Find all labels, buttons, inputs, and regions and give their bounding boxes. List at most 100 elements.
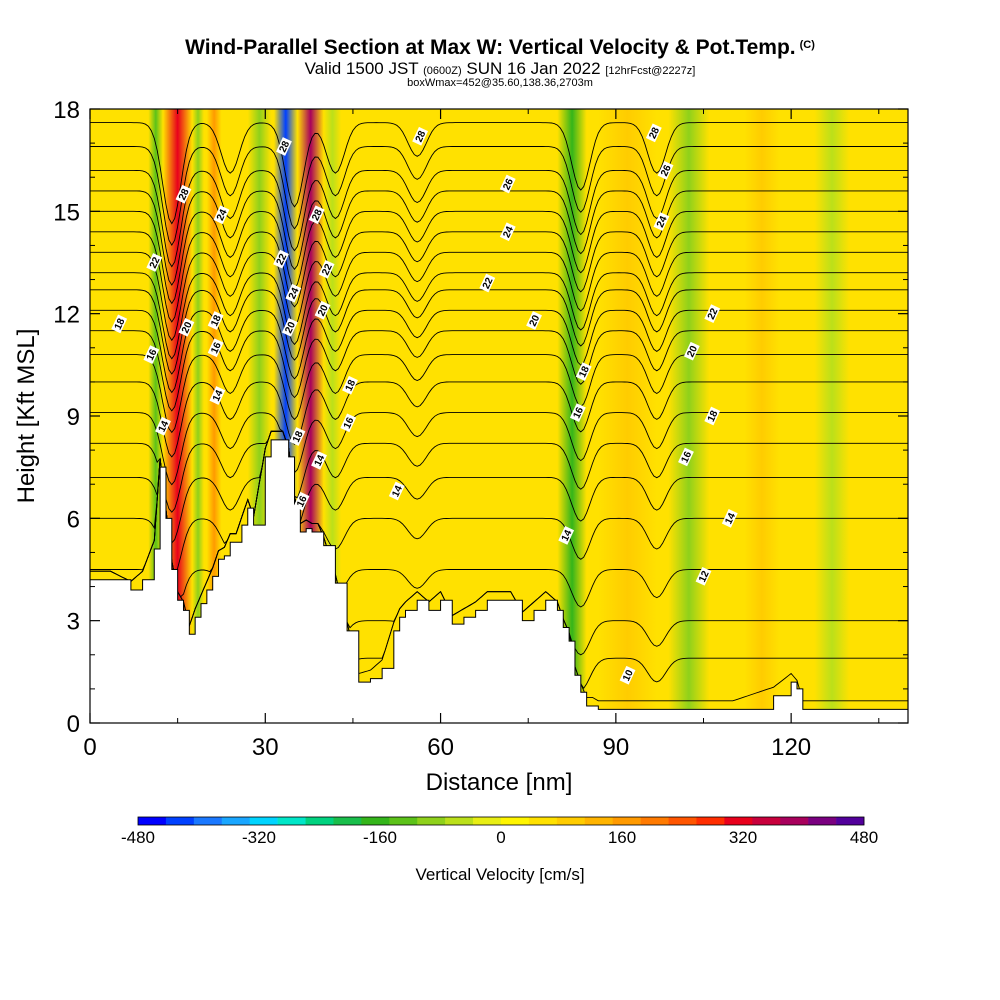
contour-label-text: 20 (180, 320, 195, 335)
colorbar-swatch (417, 817, 446, 825)
contour-label-bg (207, 338, 224, 358)
contour-label: 22 (479, 273, 496, 293)
contour-label-text: 22 (148, 255, 163, 270)
contour-label-text: 12 (697, 569, 712, 584)
contour-label-bg (314, 300, 331, 320)
colorbar-swatch (249, 817, 278, 825)
valid-time: Valid 1500 JST (304, 59, 419, 78)
theta-contour-line (90, 146, 908, 246)
contour-label-bg (213, 205, 230, 225)
contour-label: 22 (704, 304, 721, 324)
contour-label: 28 (175, 184, 192, 204)
plot-area: 28 24 22 18 20 18 16 16 14 14 28 22 24 20 18 16 28 22 20 18… (90, 109, 908, 723)
contour-label-bg (209, 386, 226, 405)
contour-label: 20 (683, 341, 700, 361)
contour-label: 28 (276, 137, 293, 156)
contour-label-text: 22 (706, 306, 721, 321)
contour-label: 20 (314, 300, 331, 320)
contour-label-text: 28 (278, 139, 293, 154)
contour-label-text: 16 (680, 450, 695, 465)
contour-label-bg (704, 304, 721, 324)
contour-label: 14 (209, 386, 226, 405)
contour-label-text: 16 (342, 415, 357, 430)
contour-label: 22 (273, 249, 289, 269)
contour-label-text: 24 (287, 286, 302, 301)
contour-label: 24 (499, 222, 516, 242)
colorbar-frame (137, 816, 865, 826)
theta-contour-line (90, 309, 908, 394)
contour-label-bg (704, 406, 721, 426)
colorbar-swatch (165, 817, 195, 825)
contour-label-text: 22 (320, 262, 335, 277)
y-tick-label: 18 (53, 97, 80, 124)
contour-label: 18 (575, 362, 592, 382)
contour-label-text: 20 (528, 313, 543, 328)
chart-title-text: Wind-Parallel Section at Max W: Vertical… (185, 36, 796, 59)
contour-label: 22 (318, 259, 335, 279)
colorbar: -480 -320 -160 0 160 320 480 (121, 816, 878, 847)
contour-label-text: 10 (621, 668, 636, 683)
contour-label-bg (308, 205, 325, 225)
contour-label-text: 16 (571, 405, 586, 420)
theta-contour-line (90, 354, 908, 434)
contour-label-text: 14 (211, 388, 226, 403)
colorbar-swatch (696, 817, 725, 825)
theta-contour-line (90, 272, 908, 360)
colorbar-swatch (361, 817, 390, 825)
contour-label: 18 (704, 406, 721, 426)
contour-label-text: 18 (209, 313, 224, 328)
contour-label: 18 (207, 311, 224, 330)
contour-label-bg (111, 314, 128, 334)
contour-label: 22 (146, 253, 163, 272)
contour-label: 26 (657, 161, 674, 180)
contour-label: 16 (340, 413, 357, 433)
contour-label-text: 20 (283, 320, 298, 335)
theta-contour-line (90, 330, 908, 412)
contour-label: 14 (388, 481, 405, 501)
colorbar-tick-label: 0 (496, 828, 505, 847)
contour-label: 14 (311, 450, 327, 470)
contour-label-bg (619, 665, 636, 685)
contour-label-bg (412, 126, 429, 146)
theta-contour-labels: 28 24 22 18 20 18 16 16 14 14 28 22 24 20 18 16 28 22 20 18… (111, 123, 738, 685)
contour-label: 14 (155, 416, 171, 436)
chart-subtitle: Valid 1500 JST (0600Z) SUN 16 Jan 2022 [… (0, 60, 1000, 80)
contour-label-bg (342, 375, 358, 395)
colorbar-swatch (138, 817, 167, 825)
valid-date: SUN 16 Jan 2022 (466, 59, 601, 78)
contour-label-bg (695, 566, 712, 586)
contour-label: 16 (207, 338, 224, 358)
theta-contour-line (90, 381, 908, 458)
y-tick-label: 3 (67, 609, 80, 636)
colorbar-swatch (612, 817, 641, 825)
contour-label: 26 (499, 174, 516, 194)
theta-contour-line (90, 289, 908, 375)
contour-label: 20 (526, 311, 543, 330)
y-tick-label: 15 (53, 199, 80, 226)
contour-label-text: 14 (723, 511, 738, 526)
y-tick-label: 6 (67, 506, 80, 533)
contour-label-text: 18 (344, 378, 359, 393)
theta-contour-line (90, 122, 908, 225)
contour-label-bg (273, 249, 289, 269)
contour-label-text: 16 (145, 347, 160, 362)
contour-label-bg (657, 161, 674, 180)
x-tick-label: 0 (83, 734, 96, 761)
colorbar-swatch (389, 817, 418, 825)
contour-label-text: 28 (414, 129, 429, 144)
contour-label-text: 18 (291, 429, 306, 444)
contour-label: 28 (308, 205, 325, 225)
contour-label-bg (281, 317, 298, 337)
contour-label: 16 (678, 447, 695, 467)
contour-label-text: 18 (706, 409, 721, 424)
contour-label-bg (678, 447, 694, 467)
contour-label-bg (155, 416, 171, 436)
contour-label: 18 (289, 427, 306, 446)
x-tick-label: 90 (603, 734, 630, 761)
contour-label-bg (143, 345, 160, 364)
contour-label-text: 24 (215, 207, 230, 222)
contour-label-text: 24 (501, 224, 516, 239)
contour-label-text: 14 (560, 528, 575, 543)
contour-label-text: 26 (501, 177, 516, 192)
